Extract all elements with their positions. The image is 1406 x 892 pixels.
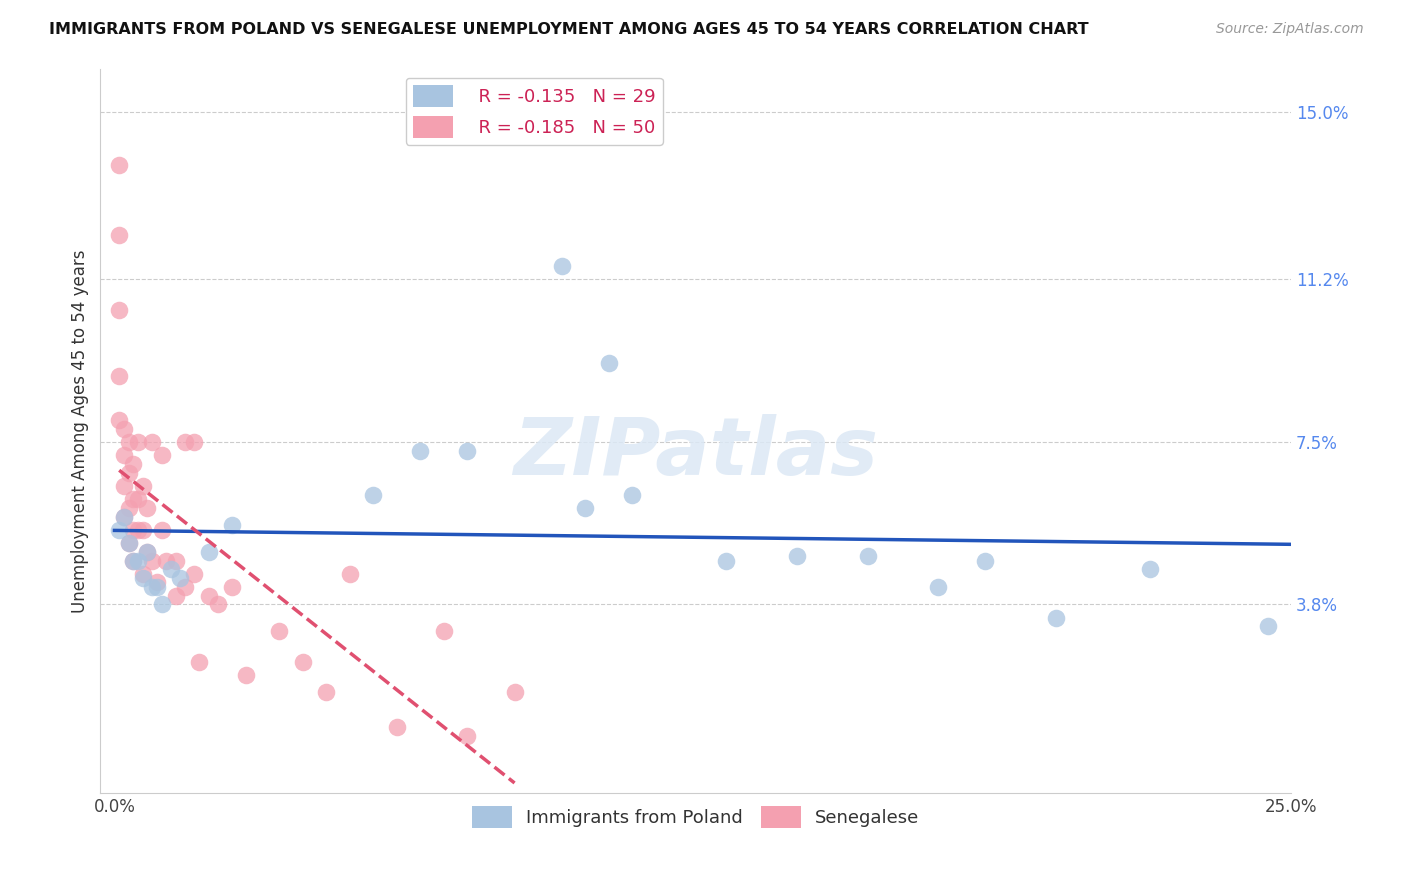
Point — [183, 434, 205, 449]
Point — [550, 259, 572, 273]
Text: Source: ZipAtlas.com: Source: ZipAtlas.com — [1216, 22, 1364, 37]
Point — [127, 434, 149, 449]
Point — [141, 580, 163, 594]
Point — [132, 479, 155, 493]
Point — [150, 448, 173, 462]
Point — [598, 356, 620, 370]
Point — [127, 491, 149, 506]
Point — [207, 598, 229, 612]
Point — [927, 580, 949, 594]
Point — [146, 575, 169, 590]
Point — [150, 598, 173, 612]
Point — [132, 571, 155, 585]
Point — [315, 685, 337, 699]
Point — [174, 580, 197, 594]
Point — [363, 488, 385, 502]
Point — [117, 500, 139, 515]
Point — [574, 500, 596, 515]
Point — [108, 413, 131, 427]
Point — [165, 589, 187, 603]
Point — [235, 667, 257, 681]
Point — [132, 566, 155, 581]
Point — [108, 303, 131, 318]
Point — [150, 523, 173, 537]
Point — [117, 536, 139, 550]
Point — [456, 729, 478, 743]
Y-axis label: Unemployment Among Ages 45 to 54 years: Unemployment Among Ages 45 to 54 years — [72, 249, 89, 613]
Point — [136, 545, 159, 559]
Point — [127, 523, 149, 537]
Point — [112, 479, 135, 493]
Point — [503, 685, 526, 699]
Point — [221, 518, 243, 533]
Point — [108, 369, 131, 384]
Point — [127, 553, 149, 567]
Point — [385, 721, 408, 735]
Point — [136, 545, 159, 559]
Point — [117, 466, 139, 480]
Point — [112, 509, 135, 524]
Point — [141, 553, 163, 567]
Point — [122, 553, 145, 567]
Point — [146, 580, 169, 594]
Point — [197, 589, 219, 603]
Point — [160, 562, 183, 576]
Point — [856, 549, 879, 563]
Point — [174, 434, 197, 449]
Point — [112, 509, 135, 524]
Point — [136, 500, 159, 515]
Point — [188, 655, 211, 669]
Point — [122, 491, 145, 506]
Point — [112, 422, 135, 436]
Point — [165, 553, 187, 567]
Point — [122, 457, 145, 471]
Point — [974, 553, 997, 567]
Text: IMMIGRANTS FROM POLAND VS SENEGALESE UNEMPLOYMENT AMONG AGES 45 TO 54 YEARS CORR: IMMIGRANTS FROM POLAND VS SENEGALESE UNE… — [49, 22, 1088, 37]
Point — [221, 580, 243, 594]
Point — [291, 655, 314, 669]
Point — [141, 434, 163, 449]
Point — [169, 571, 191, 585]
Point — [716, 553, 738, 567]
Point — [155, 553, 177, 567]
Point — [786, 549, 808, 563]
Point — [339, 566, 361, 581]
Point — [456, 443, 478, 458]
Point — [132, 523, 155, 537]
Point — [117, 434, 139, 449]
Point — [1139, 562, 1161, 576]
Point — [197, 545, 219, 559]
Point — [433, 624, 456, 638]
Point — [1045, 610, 1067, 624]
Legend: Immigrants from Poland, Senegalese: Immigrants from Poland, Senegalese — [465, 798, 927, 835]
Point — [108, 158, 131, 172]
Point — [108, 228, 131, 243]
Text: ZIPatlas: ZIPatlas — [513, 414, 879, 491]
Point — [621, 488, 644, 502]
Point — [1257, 619, 1279, 633]
Point — [269, 624, 291, 638]
Point — [122, 523, 145, 537]
Point — [112, 448, 135, 462]
Point — [409, 443, 432, 458]
Point — [183, 566, 205, 581]
Point — [108, 523, 131, 537]
Point — [122, 553, 145, 567]
Point — [117, 536, 139, 550]
